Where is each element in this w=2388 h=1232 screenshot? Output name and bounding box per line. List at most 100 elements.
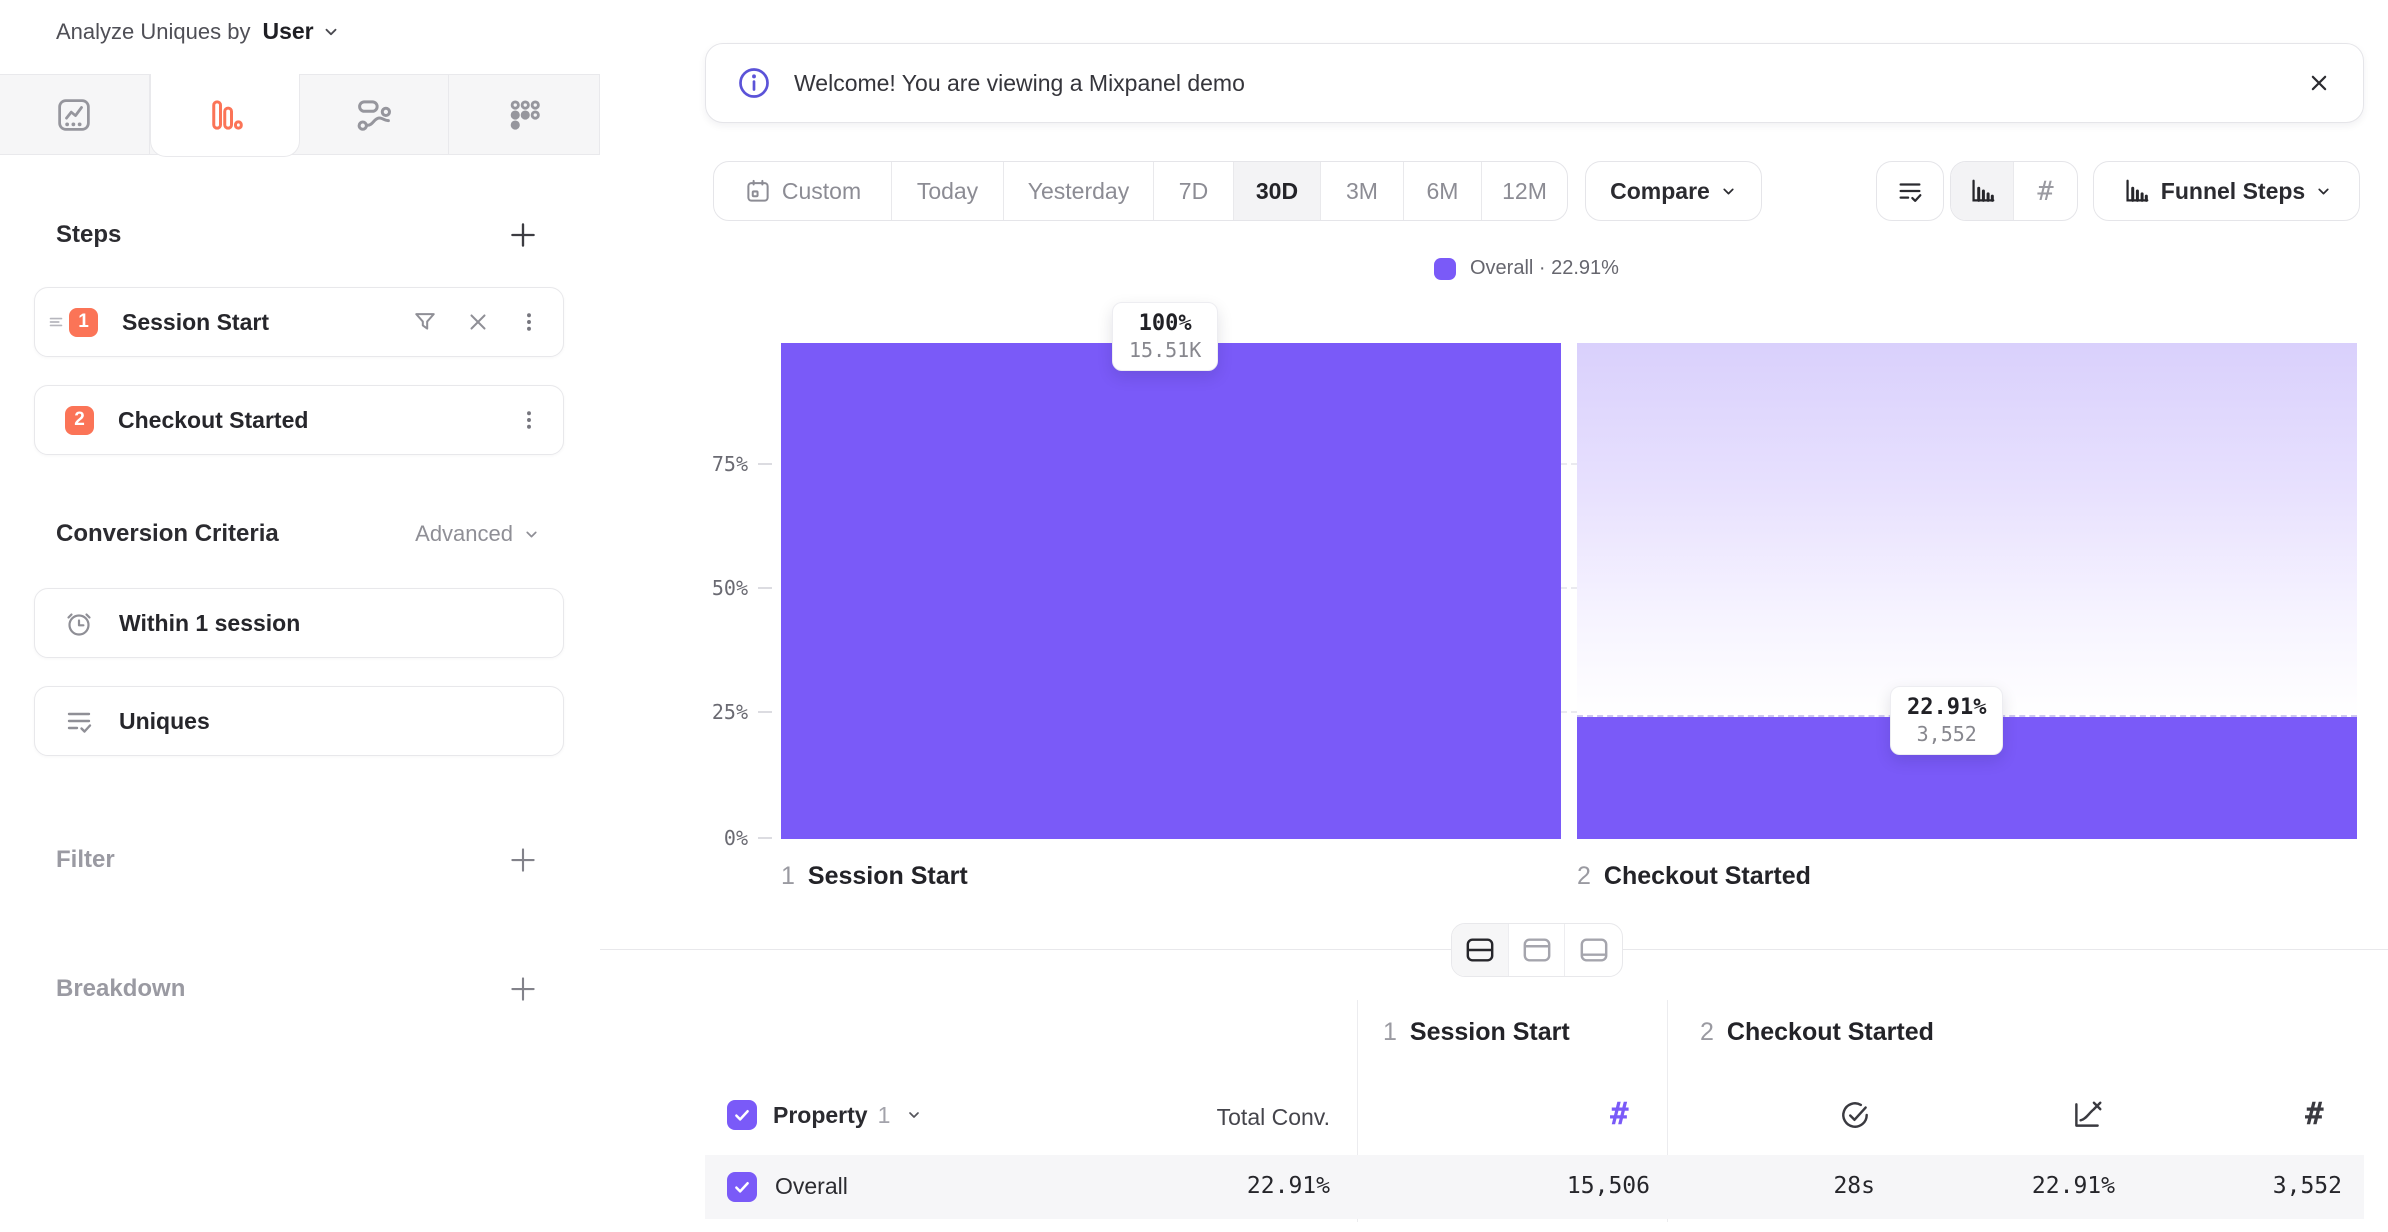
axis-tick xyxy=(758,463,772,465)
compare-dropdown[interactable]: Compare xyxy=(1585,161,1762,221)
chevron-down-icon xyxy=(2315,183,2332,200)
filter-title: Filter xyxy=(56,846,115,873)
table-step-header-2: 2 Checkout Started xyxy=(1700,1018,1934,1046)
date-range-30d[interactable]: 30D xyxy=(1234,162,1321,220)
step-card-2[interactable]: 2 Checkout Started xyxy=(34,385,564,455)
chevron-down-icon xyxy=(1720,183,1737,200)
banner-message: Welcome! You are viewing a Mixpanel demo xyxy=(794,69,1245,96)
table-column-divider xyxy=(1667,1000,1668,1222)
gridline-25 xyxy=(781,711,2357,713)
insights-chart-icon xyxy=(54,95,94,135)
chart-type-dropdown[interactable]: Funnel Steps xyxy=(2093,161,2360,221)
add-filter-button[interactable] xyxy=(506,843,540,877)
funnel-bar-step-1[interactable] xyxy=(781,343,1561,839)
date-range-12m[interactable]: 12M xyxy=(1502,177,1547,204)
panel-layout-toggle xyxy=(1451,923,1623,977)
alarm-clock-icon xyxy=(63,607,95,639)
step-label: Session Start xyxy=(122,308,269,335)
info-icon xyxy=(736,65,772,101)
avg-time-clock-check-icon[interactable] xyxy=(1838,1098,1872,1132)
bar-chart-icon xyxy=(1967,176,1997,206)
layout-table-only-icon[interactable] xyxy=(1565,924,1622,976)
row-checkbox[interactable] xyxy=(727,1172,757,1202)
property-index: 1 xyxy=(877,1101,891,1128)
tab-funnels[interactable] xyxy=(149,74,300,157)
row-step2-count: 3,552 xyxy=(2272,1173,2342,1199)
date-range-custom[interactable]: Custom xyxy=(714,162,892,220)
row-name: Overall xyxy=(775,1173,848,1199)
row-conv-rate: 22.91% xyxy=(2031,1173,2115,1199)
advanced-label: Advanced xyxy=(415,521,513,546)
counting-uniques-button[interactable] xyxy=(1876,161,1944,221)
chart-legend[interactable]: Overall · 22.91% xyxy=(1434,257,1619,280)
x-axis-step-label-1: 1 Session Start xyxy=(781,862,968,890)
chevron-down-icon xyxy=(523,526,540,543)
list-check-icon xyxy=(63,705,95,737)
y-tick-25: 25% xyxy=(711,700,748,724)
legend-label: Overall · 22.91% xyxy=(1470,257,1619,279)
steps-title: Steps xyxy=(56,221,122,248)
date-range-6m[interactable]: 6M xyxy=(1404,162,1482,220)
date-range-today[interactable]: Today xyxy=(892,162,1004,220)
tab-flows[interactable] xyxy=(300,75,450,154)
flows-icon xyxy=(354,95,394,135)
date-range-7d[interactable]: 7D xyxy=(1154,162,1234,220)
funnel-dropoff-gradient-step-2 xyxy=(1577,343,2357,717)
report-type-tabs xyxy=(0,74,600,157)
counting-method-card[interactable]: Uniques xyxy=(34,686,564,756)
steps-header: Steps xyxy=(56,218,540,252)
layout-split-icon[interactable] xyxy=(1452,924,1509,976)
select-all-checkbox[interactable] xyxy=(727,1100,757,1130)
percent-bars-toggle[interactable] xyxy=(1951,162,2015,220)
analyze-by-dropdown[interactable]: User xyxy=(262,18,339,45)
step-kebab-menu-icon[interactable] xyxy=(517,310,541,334)
step2-count-metric-hash-icon[interactable]: # xyxy=(2305,1096,2324,1132)
table-row-overall[interactable]: Overall xyxy=(705,1155,2364,1219)
demo-banner: Welcome! You are viewing a Mixpanel demo xyxy=(705,43,2364,123)
conversion-window-card[interactable]: Within 1 session xyxy=(34,588,564,658)
remove-step-icon[interactable] xyxy=(465,309,491,335)
row-total-conv: 22.91% xyxy=(1246,1173,1330,1199)
y-tick-50: 50% xyxy=(711,576,748,600)
drag-handle-icon[interactable] xyxy=(45,311,67,333)
row-avg-time: 28s xyxy=(1833,1173,1875,1199)
funnel-bars-icon xyxy=(205,95,245,135)
step-number-badge: 2 xyxy=(65,405,94,435)
y-tick-75: 75% xyxy=(711,452,748,476)
gridline-75 xyxy=(781,463,2357,465)
retention-dots-icon xyxy=(504,95,544,135)
date-range-yesterday[interactable]: Yesterday xyxy=(1004,162,1154,220)
conv-rate-chart-icon[interactable] xyxy=(2070,1098,2104,1132)
add-step-button[interactable] xyxy=(506,218,540,252)
analyze-by-value: User xyxy=(262,18,314,44)
step-kebab-menu-icon[interactable] xyxy=(517,408,541,432)
banner-close-icon[interactable] xyxy=(2305,69,2333,97)
analyze-row: Analyze Uniques by User xyxy=(56,18,340,45)
y-tick-0: 0% xyxy=(723,826,748,850)
gridline-50 xyxy=(781,587,2357,589)
x-axis-step-label-2: 2 Checkout Started xyxy=(1577,862,1811,890)
conversion-window-label: Within 1 session xyxy=(119,609,301,636)
legend-swatch xyxy=(1434,257,1456,280)
filter-step-icon[interactable] xyxy=(411,308,439,336)
step1-count-metric-hash-icon[interactable]: # xyxy=(1610,1096,1629,1132)
property-label: Property xyxy=(773,1101,868,1128)
table-column-divider xyxy=(1357,1000,1358,1222)
layout-chart-only-icon[interactable] xyxy=(1509,924,1566,976)
date-range-control: Custom Today Yesterday 7D 30D 3M 6M 12M xyxy=(713,161,1568,221)
property-header: Property 1 xyxy=(727,1100,922,1130)
step-card-1[interactable]: 1 Session Start xyxy=(34,287,564,357)
date-range-label: Custom xyxy=(781,177,862,204)
advanced-dropdown[interactable]: Advanced xyxy=(415,521,540,547)
absolute-numbers-toggle[interactable]: # xyxy=(2014,162,2077,220)
date-range-3m[interactable]: 3M xyxy=(1321,162,1404,220)
chevron-down-icon xyxy=(322,23,340,41)
step-label: Checkout Started xyxy=(118,406,309,433)
tab-retention[interactable] xyxy=(449,75,599,154)
analyze-label: Analyze Uniques by xyxy=(56,18,251,44)
tab-insights[interactable] xyxy=(0,75,150,154)
total-conv-header: Total Conv. xyxy=(1216,1104,1330,1130)
tooltip-count: 3,552 xyxy=(1916,722,1977,746)
add-breakdown-button[interactable] xyxy=(506,972,540,1006)
chevron-down-icon[interactable] xyxy=(906,1107,922,1123)
